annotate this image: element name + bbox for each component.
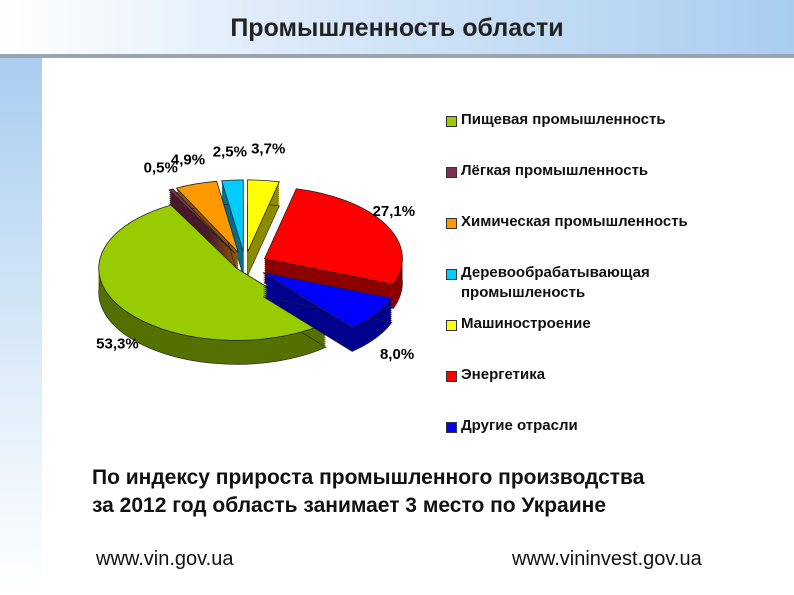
legend: Пищевая промышленность Лёгкая промышленно… bbox=[446, 110, 736, 467]
legend-label: Деревообрабатывающая промышленость bbox=[461, 264, 650, 301]
legend-item: Пищевая промышленность bbox=[446, 110, 736, 161]
body-text: По индексу прироста промышленного произв… bbox=[92, 466, 645, 489]
pie-slice bbox=[98, 204, 327, 365]
slice-top bbox=[168, 188, 236, 254]
legend-label: Энергетика bbox=[461, 366, 546, 383]
legend-label: Машиностроение bbox=[461, 315, 591, 332]
legend-swatch bbox=[446, 371, 457, 382]
legend-label: Химическая промышленность bbox=[461, 213, 688, 230]
legend-swatch bbox=[446, 320, 457, 331]
legend-swatch bbox=[446, 167, 457, 178]
legend-item: Машиностроение bbox=[446, 314, 736, 365]
slice-side bbox=[169, 192, 235, 258]
data-label: 27,1% bbox=[373, 203, 416, 220]
slice-top bbox=[262, 272, 393, 328]
legend-label: Пищевая промышленность bbox=[461, 111, 666, 128]
legend-swatch bbox=[446, 116, 457, 127]
slice-side bbox=[169, 200, 235, 266]
legend-item: Химическая промышленность bbox=[446, 212, 736, 263]
slice-bottom-edge bbox=[262, 296, 393, 352]
legend-label: Лёгкая промышленность bbox=[461, 162, 649, 179]
slice-side bbox=[169, 194, 235, 260]
legend-swatch bbox=[446, 218, 457, 229]
slice-top bbox=[221, 179, 244, 252]
legend-item: Другие отрасли bbox=[446, 416, 736, 467]
legend-swatch bbox=[446, 269, 457, 280]
data-label: 3,7% bbox=[251, 140, 285, 157]
slice-top bbox=[175, 180, 239, 253]
slice-top bbox=[263, 188, 403, 285]
legend-swatch bbox=[446, 422, 457, 433]
side-strip bbox=[0, 58, 42, 595]
pie-slice bbox=[247, 179, 280, 277]
legend-item: Энергетика bbox=[446, 365, 736, 416]
pie-slice bbox=[262, 272, 393, 352]
slice-side bbox=[169, 198, 235, 264]
pie-slice bbox=[263, 188, 403, 309]
data-label: 2,5% bbox=[213, 143, 247, 160]
link[interactable]: www.vininvest.gov.ua bbox=[512, 548, 702, 570]
data-label: 0,5% bbox=[144, 160, 178, 177]
body-text: за 2012 год область занимает 3 место по … bbox=[92, 494, 607, 517]
slice-top bbox=[247, 179, 280, 253]
title: Промышленность области bbox=[230, 14, 564, 42]
legend-item: Деревообрабатывающая промышленость bbox=[446, 263, 736, 314]
slice-side bbox=[169, 190, 235, 256]
legend-label: Другие отрасли bbox=[461, 417, 578, 434]
data-label: 53,3% bbox=[96, 336, 139, 353]
slice-top bbox=[98, 204, 327, 341]
title-bar: Промышленность области bbox=[0, 0, 794, 58]
data-label: 8,0% bbox=[380, 346, 414, 363]
legend-item: Лёгкая промышленность bbox=[446, 161, 736, 212]
slice-side bbox=[169, 196, 235, 262]
link[interactable]: www.vin.gov.ua bbox=[96, 548, 234, 570]
data-label: 4,9% bbox=[171, 151, 205, 168]
